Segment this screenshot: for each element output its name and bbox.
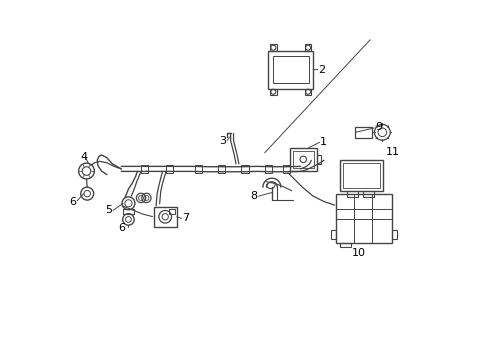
Bar — [242, 165, 248, 173]
Text: 10: 10 — [352, 248, 366, 258]
Bar — [270, 89, 276, 95]
Text: 5: 5 — [105, 206, 112, 216]
Bar — [392, 230, 397, 239]
Text: 6: 6 — [118, 224, 125, 233]
Bar — [347, 191, 358, 197]
Bar — [169, 209, 174, 214]
Text: 11: 11 — [386, 147, 400, 157]
Bar — [283, 165, 290, 173]
Text: 2: 2 — [318, 64, 326, 75]
Bar — [218, 165, 225, 173]
Bar — [317, 155, 321, 164]
Bar — [195, 165, 202, 173]
Text: 7: 7 — [182, 213, 189, 223]
Bar — [269, 51, 313, 89]
Bar — [290, 148, 317, 171]
Bar — [153, 207, 177, 226]
Bar — [141, 165, 148, 173]
Text: 8: 8 — [250, 191, 258, 201]
Text: 4: 4 — [80, 152, 87, 162]
Bar — [270, 44, 276, 51]
Text: 6: 6 — [70, 197, 76, 207]
Bar — [355, 127, 371, 138]
Bar — [340, 243, 351, 247]
Bar — [305, 89, 311, 95]
Bar — [331, 230, 337, 239]
Text: 9: 9 — [375, 122, 382, 132]
Bar — [166, 165, 173, 173]
Bar — [364, 191, 374, 197]
Bar — [340, 160, 383, 191]
Bar — [265, 165, 272, 173]
Text: 1: 1 — [320, 137, 327, 147]
Bar — [337, 194, 392, 243]
Bar — [293, 150, 314, 168]
Bar — [272, 56, 309, 83]
Bar — [305, 44, 311, 51]
Bar — [123, 209, 134, 214]
Text: 3: 3 — [220, 136, 226, 145]
Bar — [343, 163, 380, 188]
